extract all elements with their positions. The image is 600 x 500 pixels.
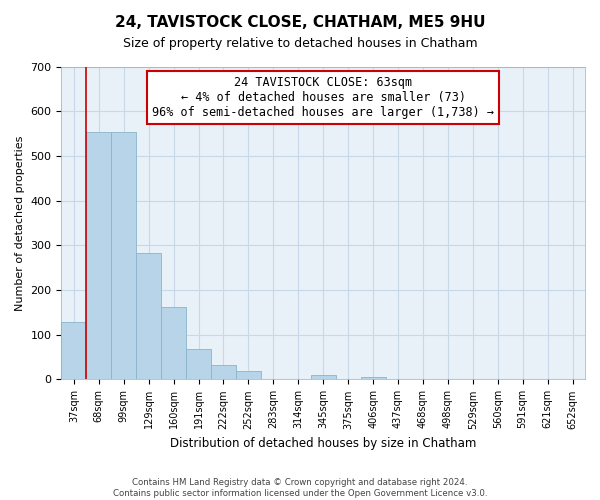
- Bar: [161, 306, 186, 380]
- Bar: [361, 377, 386, 380]
- Bar: [61, 322, 86, 380]
- Bar: [211, 364, 236, 380]
- Text: 24 TAVISTOCK CLOSE: 63sqm
← 4% of detached houses are smaller (73)
96% of semi-d: 24 TAVISTOCK CLOSE: 63sqm ← 4% of detach…: [152, 76, 494, 119]
- Bar: [236, 370, 261, 380]
- Bar: [186, 349, 211, 380]
- Bar: [86, 132, 111, 380]
- Bar: [311, 375, 335, 380]
- Text: Contains HM Land Registry data © Crown copyright and database right 2024.
Contai: Contains HM Land Registry data © Crown c…: [113, 478, 487, 498]
- Text: 24, TAVISTOCK CLOSE, CHATHAM, ME5 9HU: 24, TAVISTOCK CLOSE, CHATHAM, ME5 9HU: [115, 15, 485, 30]
- Text: Size of property relative to detached houses in Chatham: Size of property relative to detached ho…: [122, 38, 478, 51]
- Y-axis label: Number of detached properties: Number of detached properties: [15, 136, 25, 310]
- Bar: [111, 132, 136, 380]
- X-axis label: Distribution of detached houses by size in Chatham: Distribution of detached houses by size …: [170, 437, 476, 450]
- Bar: [136, 253, 161, 380]
